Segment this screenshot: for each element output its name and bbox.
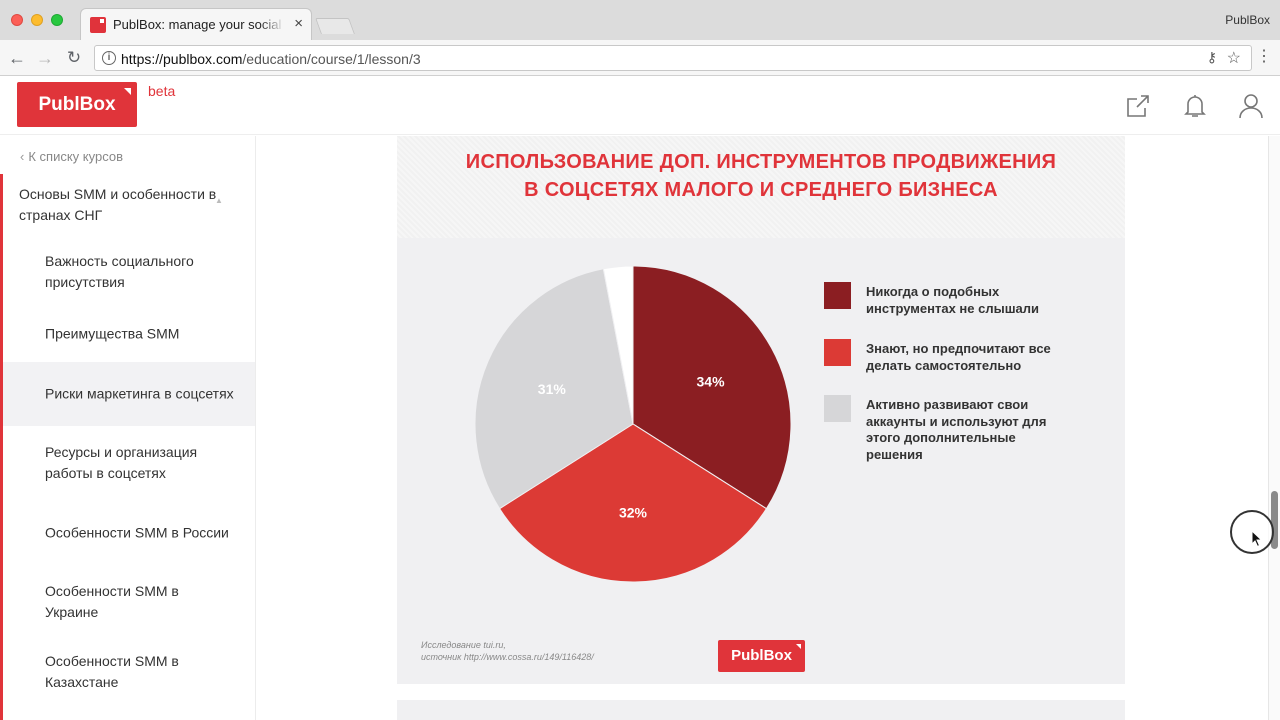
lesson-item[interactable]: Особенности SMM в Украине (3, 570, 255, 634)
url-text[interactable]: https://publbox.com/education/course/1/l… (121, 51, 421, 67)
chevron-left-icon: ‹ (20, 149, 25, 164)
pie-slice-label: 32% (619, 504, 648, 520)
lesson-label: Преимущества SMM (45, 325, 180, 342)
browser-tab-bar: PublBox: manage your social media × Publ… (0, 0, 1280, 40)
publbox-favicon-icon (90, 17, 106, 33)
course-sidebar: ‹ К списку курсов Основы SMM и особенност… (0, 136, 256, 720)
lesson-label: Ресурсы и организация работы в соцсетях (45, 444, 198, 481)
close-window-button[interactable] (11, 14, 23, 26)
back-to-courses-link[interactable]: ‹ К списку курсов (20, 149, 123, 164)
address-bar[interactable]: i https://publbox.com/education/course/1… (94, 45, 1252, 71)
maximize-window-button[interactable] (51, 14, 63, 26)
lesson-label: Особенности SMM в Казахстане (45, 653, 179, 690)
pie-chart: 34% 32% 31% (475, 266, 791, 582)
lesson-item[interactable]: Особенности SMM в России (3, 501, 255, 565)
lesson-item[interactable]: Особенности SMM в Казахстане (3, 640, 255, 704)
page-scrollbar[interactable] (1268, 136, 1280, 720)
key-icon[interactable]: ⚷ (1206, 49, 1217, 65)
site-header: PublBox beta (0, 77, 1280, 135)
forward-arrow-icon[interactable]: → (36, 48, 54, 68)
next-slide-edge (397, 700, 1125, 720)
pie-slice (632, 266, 791, 510)
slide-publbox-logo: PublBox (718, 640, 805, 672)
slide-title-line1: ИСПОЛЬЗОВАНИЕ ДОП. ИНСТРУМЕНТОВ ПРОДВИЖЕ… (465, 151, 1057, 173)
lesson-item[interactable]: Ресурсы и организация работы в соцсетях (3, 431, 255, 495)
browser-menu-icon[interactable]: ⋮ (1256, 48, 1272, 65)
section-title[interactable]: Основы SMM и особенности в странах СНГ (19, 186, 217, 223)
share-icon[interactable] (1125, 93, 1151, 119)
lesson-label: Важность социального присутствия (45, 253, 194, 290)
scrollbar-thumb[interactable] (1271, 491, 1278, 549)
legend-swatch (824, 339, 851, 366)
back-arrow-icon[interactable]: ← (8, 48, 26, 68)
bookmark-star-icon[interactable]: ☆ (1226, 50, 1241, 67)
slide-header: ИСПОЛЬЗОВАНИЕ ДОП. ИНСТРУМЕНТОВ ПРОДВИЖЕ… (397, 136, 1125, 238)
source-note: Исследование tui.ru, источник http://www… (421, 639, 594, 663)
lesson-label: Особенности SMM в России (45, 524, 229, 541)
reload-icon[interactable]: ↻ (66, 48, 82, 67)
tab-close-icon[interactable]: × (294, 15, 303, 32)
pie-slice (475, 268, 634, 510)
lesson-label: Особенности SMM в Украине (45, 583, 179, 620)
pie-slice-label: 31% (538, 381, 567, 397)
browser-profile-name[interactable]: PublBox (1225, 13, 1270, 27)
publbox-logo[interactable]: PublBox (17, 82, 137, 127)
tab-title: PublBox: manage your social media (113, 17, 285, 32)
legend-label: Знают, но предпочитают все делать самост… (866, 341, 1051, 373)
lesson-item[interactable]: Важность социального присутствия (3, 240, 255, 304)
new-tab-button[interactable] (315, 18, 355, 34)
legend-label: Активно развивают свои аккаунты и исполь… (866, 397, 1047, 462)
legend-swatch (824, 395, 851, 422)
user-icon[interactable] (1238, 93, 1264, 119)
beta-label: beta (148, 83, 176, 99)
browser-tab[interactable]: PublBox: manage your social media × (80, 8, 312, 40)
mouse-cursor-icon (1251, 530, 1263, 548)
chevron-up-icon[interactable]: ▲ (215, 196, 223, 205)
source-line2: источник http://www.cossa.ru/149/116428/ (421, 652, 594, 662)
url-path: /education/course/1/lesson/3 (242, 51, 421, 67)
back-link-label: К списку курсов (28, 149, 123, 164)
slide-title: ИСПОЛЬЗОВАНИЕ ДОП. ИНСТРУМЕНТОВ ПРОДВИЖЕ… (397, 148, 1125, 204)
pie-slice (602, 266, 634, 425)
legend-swatch (824, 282, 851, 309)
section-accent-bar (0, 174, 3, 720)
info-icon[interactable]: i (102, 51, 116, 65)
browser-toolbar: ← → ↻ i https://publbox.com/education/co… (0, 40, 1280, 76)
cursor-highlight (1230, 510, 1274, 554)
pie-slice (498, 423, 768, 582)
bell-icon[interactable] (1182, 93, 1208, 119)
source-line1: Исследование tui.ru, (421, 640, 506, 650)
minimize-window-button[interactable] (31, 14, 43, 26)
lesson-item-active[interactable]: Риски маркетинга в соцсетях (3, 362, 255, 426)
lesson-label: Риски маркетинга в соцсетях (45, 385, 234, 402)
pie-slice-label: 34% (697, 373, 726, 389)
lesson-content: ИСПОЛЬЗОВАНИЕ ДОП. ИНСТРУМЕНТОВ ПРОДВИЖЕ… (257, 136, 1268, 720)
lesson-item[interactable]: Преимущества SMM (3, 302, 255, 366)
slide-title-line2: В СОЦСЕТЯХ МАЛОГО И СРЕДНЕГО БИЗНЕСА (524, 179, 998, 201)
url-host: https://publbox.com (121, 51, 243, 67)
infographic-slide: ИСПОЛЬЗОВАНИЕ ДОП. ИНСТРУМЕНТОВ ПРОДВИЖЕ… (397, 136, 1125, 684)
legend-label: Никогда о подобных инструментах не слыша… (866, 284, 1040, 316)
